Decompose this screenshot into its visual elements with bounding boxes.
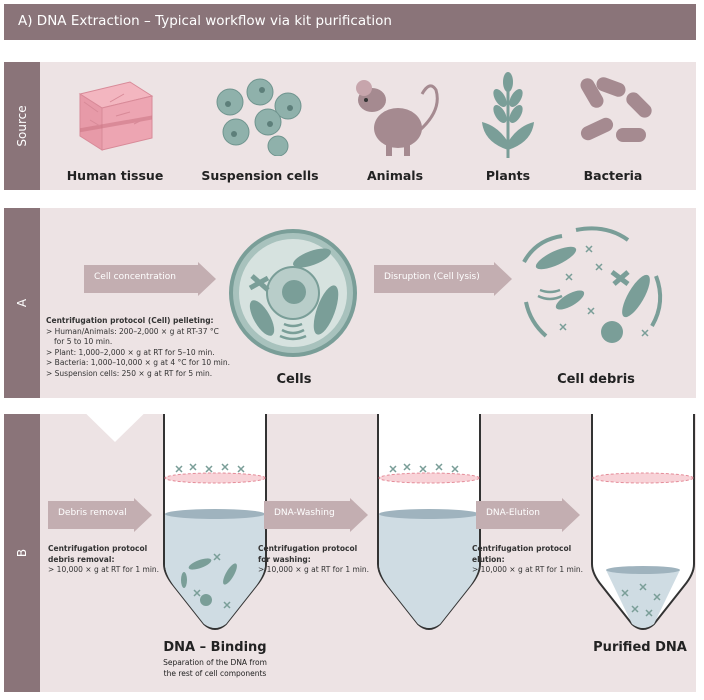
protocol-line: > 10,000 × g at RT for 1 min. <box>472 565 584 574</box>
source-label: Source <box>15 105 29 147</box>
cell-pelleting-protocol-title: Centrifugation protocol (Cell) pelleting… <box>46 316 214 325</box>
dna-elution-label: DNA-Elution <box>486 508 540 518</box>
source-human-tissue-label: Human tissue <box>66 168 164 183</box>
cell-lysis-arrow: Disruption (Cell lysis) <box>374 262 512 296</box>
dna-binding-note-line: the rest of cell components <box>163 668 267 678</box>
cell-pelleting-protocol: Centrifugation protocol (Cell) pelleting… <box>46 316 246 379</box>
connector-chevron <box>70 398 160 442</box>
elution-tube-icon <box>591 414 695 630</box>
purified-dna-label: Purified DNA <box>593 640 687 655</box>
cell-debris-label: Cell debris <box>557 372 635 387</box>
cell-lysis-label: Disruption (Cell lysis) <box>384 272 480 282</box>
protocol-line: > Plant: 1,000–2,000 × g at RT for 5–10 … <box>46 347 215 357</box>
title-bar: A) DNA Extraction – Typical workflow via… <box>4 4 696 40</box>
protocol-line: > Human/Animals: 200–2,000 × g at RT-37 … <box>46 326 219 336</box>
section-a-side-label: A <box>4 208 40 398</box>
dna-washing-label: DNA-Washing <box>274 508 335 518</box>
dna-binding-note: Separation of the DNA from the rest of c… <box>135 658 295 679</box>
protocol-line: > Suspension cells: 250 × g at RT for 5 … <box>46 368 213 378</box>
protocol-title: elution: <box>472 554 505 564</box>
source-bacteria-label: Bacteria <box>583 168 643 183</box>
washing-tube-icon <box>377 414 481 630</box>
source-suspension-cells-label: Suspension cells <box>201 168 319 183</box>
cell-icon <box>229 229 357 357</box>
animal-mouse-icon <box>356 80 439 156</box>
plant-icon <box>482 72 534 158</box>
section-b-panel <box>4 414 696 692</box>
protocol-line: for 5 to 10 min. <box>54 337 113 346</box>
section-b-side-label: B <box>4 414 40 692</box>
section-b-label: B <box>15 548 29 558</box>
debris-removal-label: Debris removal <box>58 508 127 518</box>
binding-tube-icon <box>163 414 267 630</box>
protocol-line: > Bacteria: 1,000–10,000 × g at 4 °C for… <box>46 358 231 367</box>
dna-binding-note-line: Separation of the DNA from <box>163 658 267 667</box>
suspension-cells-icon <box>216 78 302 156</box>
protocol-title: for washing: <box>258 554 311 564</box>
human-tissue-icon <box>78 81 154 151</box>
cell-concentration-arrow: Cell concentration <box>84 262 216 296</box>
protocol-title: Centrifugation protocol <box>472 544 572 553</box>
washing-protocol: Centrifugation protocol for washing: > 1… <box>258 544 378 576</box>
protocol-line: > 10,000 × g at RT for 1 min. <box>258 565 370 574</box>
bacteria-icon <box>580 77 652 142</box>
source-animals-label: Animals <box>366 168 424 183</box>
protocol-title: Centrifugation protocol <box>48 544 148 553</box>
page-title: A) DNA Extraction – Typical workflow via… <box>18 13 392 29</box>
elution-protocol: Centrifugation protocol elution: > 10,00… <box>472 544 592 576</box>
dna-elution-arrow: DNA-Elution <box>476 498 580 532</box>
section-a-label: A <box>15 298 29 308</box>
protocol-line: > 10,000 × g at RT for 1 min. <box>48 565 160 574</box>
source-side-label: Source <box>4 62 40 190</box>
source-plants-label: Plants <box>485 168 531 183</box>
dna-washing-arrow: DNA-Washing <box>264 498 368 532</box>
dna-binding-label: DNA – Binding <box>163 640 267 655</box>
cell-concentration-label: Cell concentration <box>94 272 177 282</box>
cell-debris-icon <box>522 226 663 343</box>
protocol-title: debris removal: <box>48 554 115 564</box>
debris-removal-protocol: Centrifugation protocol debris removal: … <box>48 544 168 576</box>
debris-removal-arrow: Debris removal <box>48 498 152 532</box>
cells-label: Cells <box>276 372 312 387</box>
protocol-title: Centrifugation protocol <box>258 544 358 553</box>
